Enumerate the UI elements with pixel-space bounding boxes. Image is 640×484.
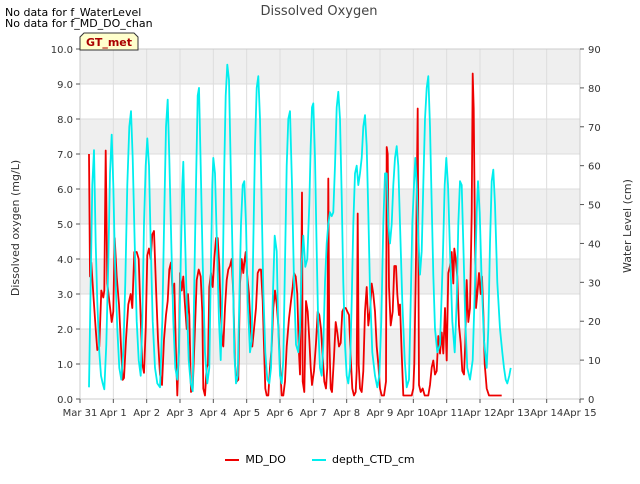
series-line-depth-ctd-cm xyxy=(88,63,512,393)
x-tick-label: Apr 10 xyxy=(397,408,430,419)
y2-tick-label: 70 xyxy=(588,123,601,134)
legend-swatch-md-do xyxy=(225,458,240,461)
legend-label-md-do: MD_DO xyxy=(245,453,286,466)
x-tick-label: Apr 14 xyxy=(530,408,563,419)
y2-tick-label: 90 xyxy=(588,45,601,56)
x-tick-label: Apr 15 xyxy=(563,408,596,419)
x-tick-label: Apr 3 xyxy=(167,408,194,419)
axis-ticks: 0.0 1.0 2.0 3.0 4.0 5.0 6.0 7.0 8.0 9.0 10.0 0 10 20 3… xyxy=(51,45,601,419)
x-tick-label: Apr 6 xyxy=(267,408,294,419)
y-tick-label: 8.0 xyxy=(57,115,73,126)
legend-item-depth: depth_CTD_cm xyxy=(311,453,415,466)
x-tick-label: Apr 13 xyxy=(497,408,530,419)
y-tick-label: 10.0 xyxy=(51,45,73,56)
chart-title: Dissolved Oxygen xyxy=(261,4,378,19)
y-axis-label: Dissolved oxygen (mg/L) xyxy=(9,160,22,296)
x-tick-label: Apr 5 xyxy=(233,408,260,419)
x-tick-label: Apr 2 xyxy=(133,408,160,419)
x-tick-label: Apr 8 xyxy=(333,408,360,419)
y-tick-label: 4.0 xyxy=(57,255,73,266)
badge-label: GT_met xyxy=(86,36,132,49)
y2-tick-label: 60 xyxy=(588,162,601,173)
y-tick-label: 6.0 xyxy=(57,185,73,196)
y-tick-label: 2.0 xyxy=(57,325,73,336)
x-tick-label: Apr 12 xyxy=(463,408,496,419)
y2-tick-label: 30 xyxy=(588,278,601,289)
y2-tick-label: 50 xyxy=(588,201,601,212)
y2-tick-label: 20 xyxy=(588,317,601,328)
y-tick-label: 5.0 xyxy=(57,220,73,231)
y-tick-label: 7.0 xyxy=(57,150,73,161)
y-tick-label: 1.0 xyxy=(57,360,73,371)
x-tick-label: Apr 11 xyxy=(430,408,463,419)
y2-axis-label: Water Level (cm) xyxy=(621,179,634,273)
x-tick-label: Apr 4 xyxy=(200,408,227,419)
no-data-note: No data for f_MD_DO_chan xyxy=(5,17,153,30)
legend-label-depth: depth_CTD_cm xyxy=(331,453,415,466)
y2-tick-label: 0 xyxy=(588,395,594,406)
series-line-md-do xyxy=(88,72,502,397)
y-tick-label: 9.0 xyxy=(57,80,73,91)
y2-tick-label: 80 xyxy=(588,84,601,95)
y2-tick-label: 10 xyxy=(588,356,601,367)
y-tick-label: 0.0 xyxy=(57,395,73,406)
y2-tick-label: 40 xyxy=(588,239,601,250)
background-band xyxy=(80,189,580,224)
badge: GT_met xyxy=(79,32,139,51)
legend-item-md-do: MD_DO xyxy=(225,453,286,466)
y-tick-label: 3.0 xyxy=(57,290,73,301)
background-band xyxy=(80,119,580,154)
no-data-note: No data for f_WaterLevel xyxy=(5,6,142,19)
x-tick-label: Apr 9 xyxy=(367,408,394,419)
legend: MD_DO depth_CTD_cm xyxy=(0,453,640,466)
series-lines xyxy=(88,63,512,397)
x-tick-label: Mar 31 xyxy=(63,408,98,419)
legend-swatch-depth xyxy=(311,458,326,461)
x-tick-label: Apr 1 xyxy=(100,408,127,419)
x-tick-label: Apr 7 xyxy=(300,408,327,419)
background-band xyxy=(80,49,580,84)
